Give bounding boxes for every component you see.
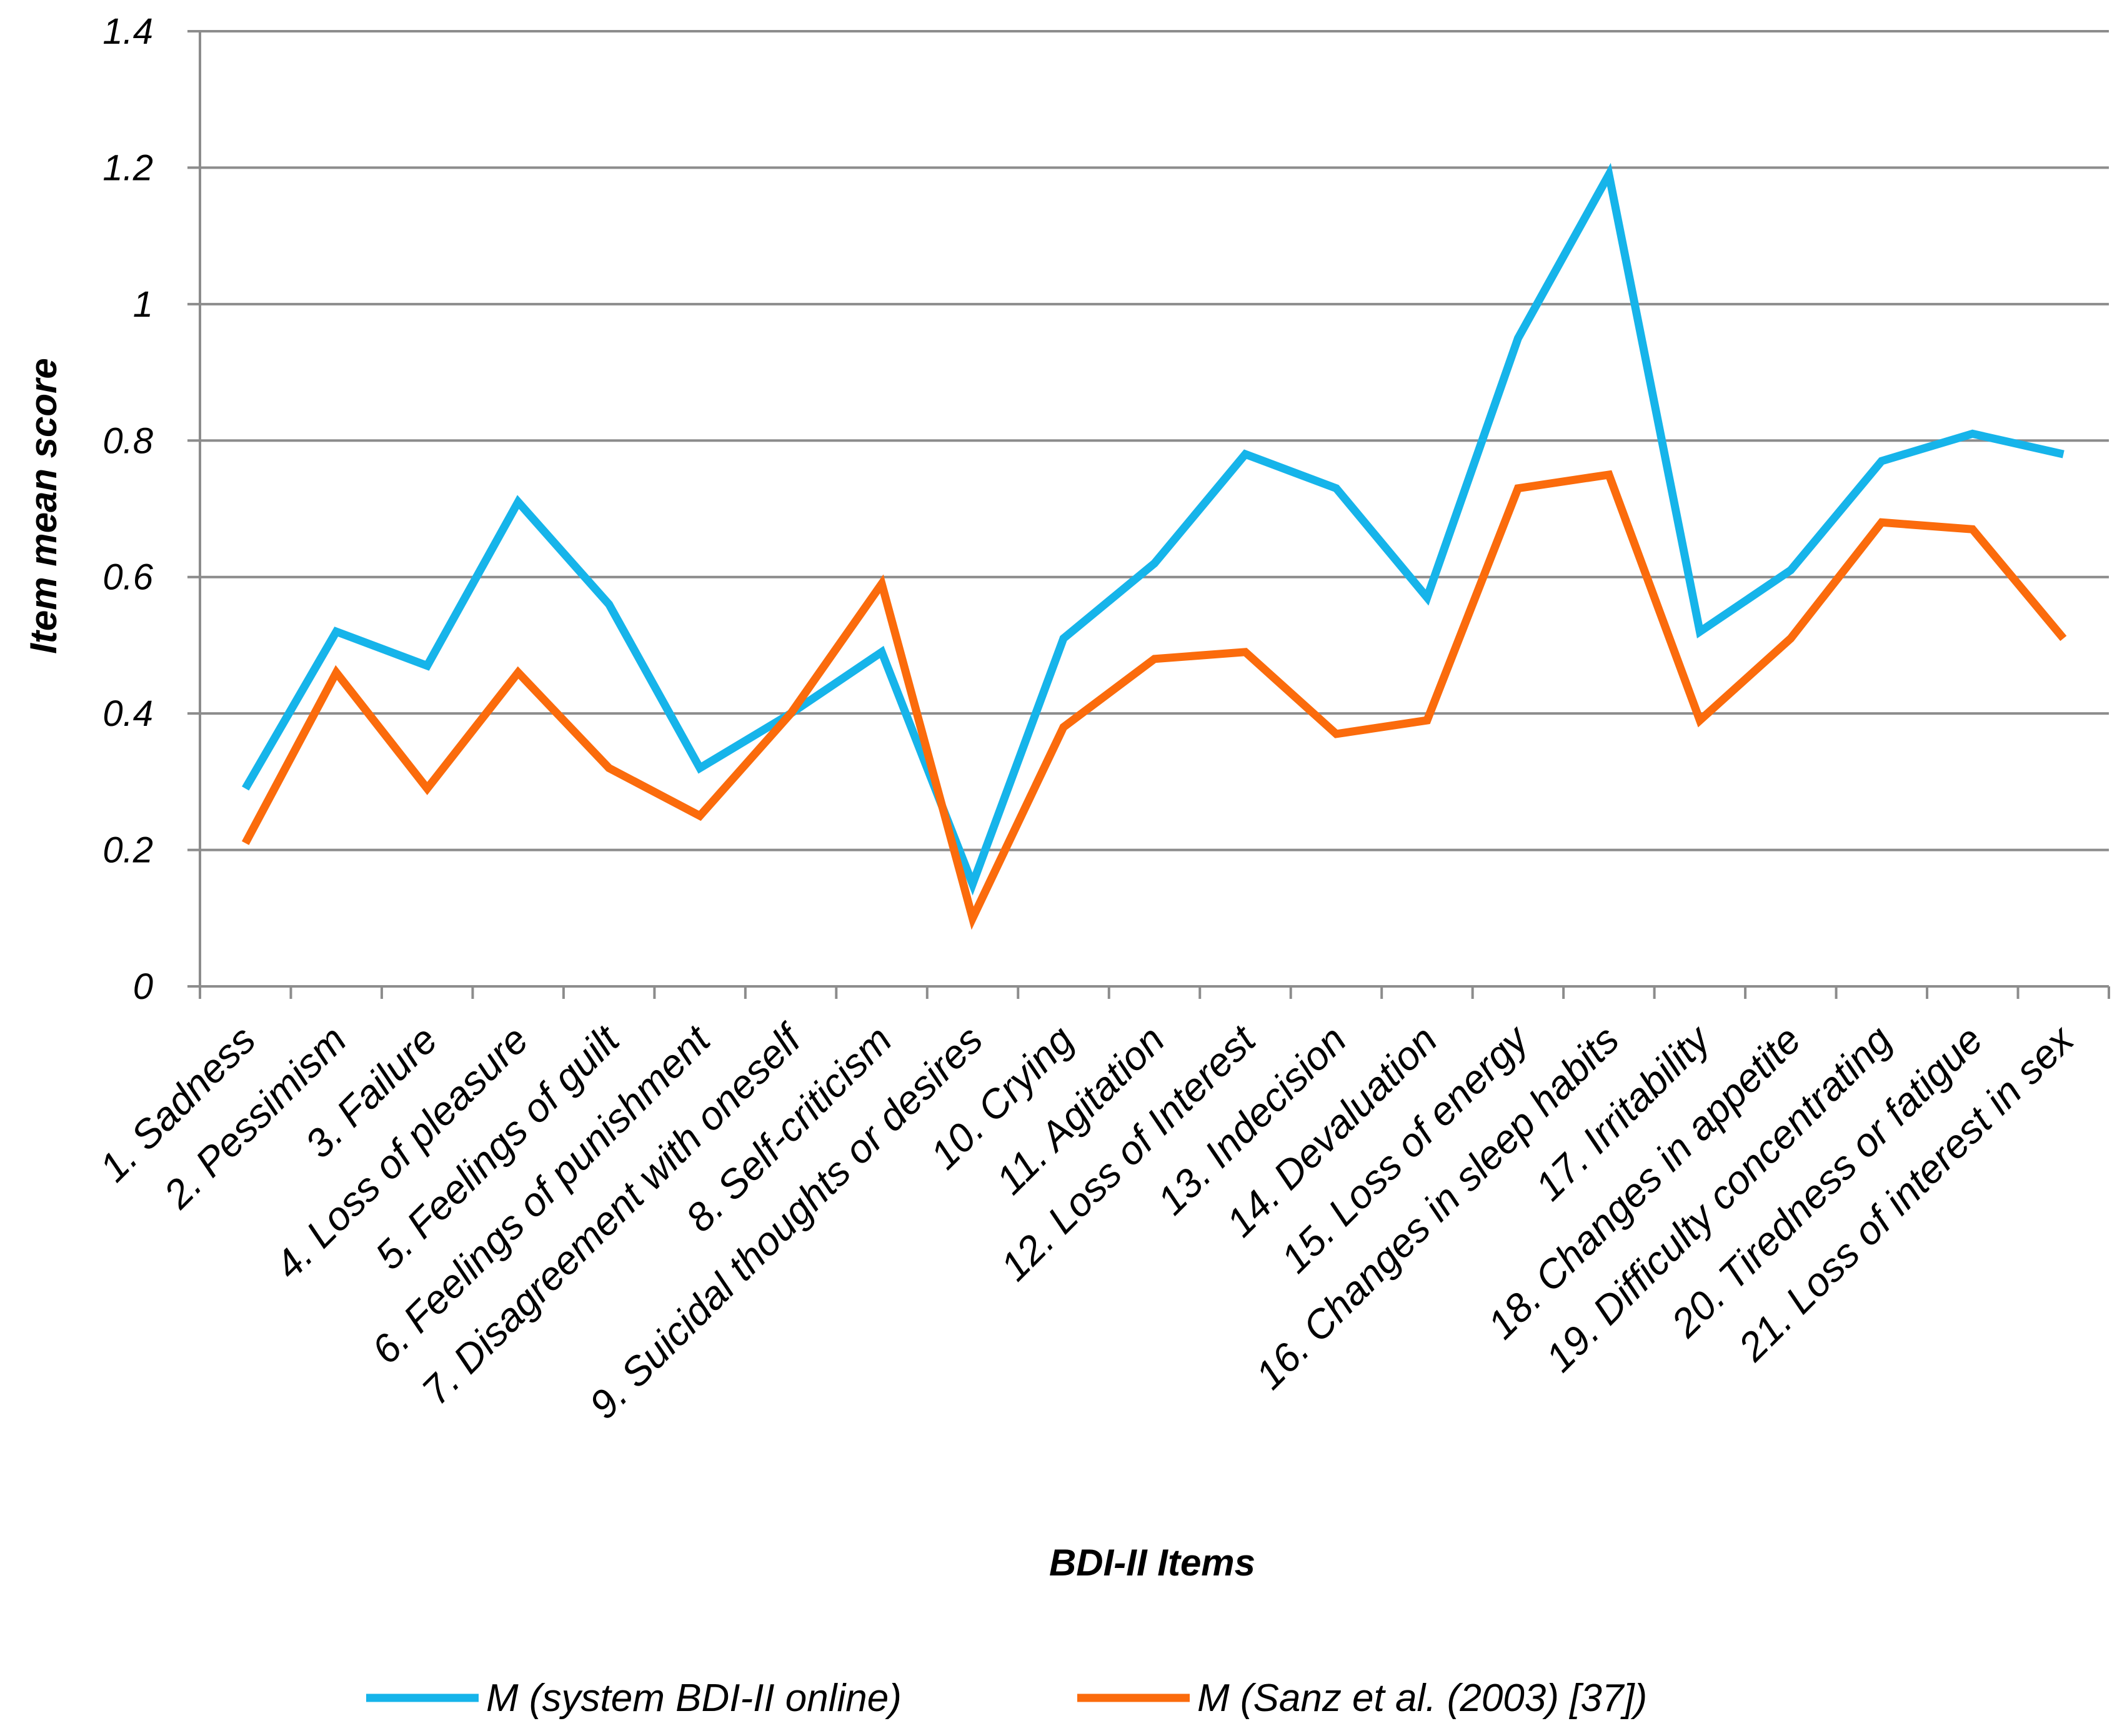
data-point (699, 768, 700, 769)
y-tick-label: 0.6 (102, 557, 153, 598)
data-point (881, 652, 882, 653)
axes (187, 30, 2110, 999)
y-tick-label: 0 (133, 966, 153, 1007)
data-point (1335, 733, 1337, 735)
data-point (1063, 727, 1064, 728)
data-point (1790, 638, 1791, 639)
data-point (1608, 174, 1610, 175)
data-point (517, 672, 519, 673)
data-point (972, 883, 974, 885)
data-point (881, 583, 882, 585)
data-point (1881, 460, 1882, 462)
x-axis-title: BDI-II Items (1049, 1542, 1255, 1584)
data-point (517, 502, 519, 503)
legend: M (system BDI-II online) M (Sanz et al. … (366, 1677, 1647, 1720)
y-tick-labels: 0 0.2 0.4 0.6 0.8 1 1.2 1.4 (102, 11, 153, 1007)
y-axis-title: Item mean score (22, 358, 64, 654)
data-point (1517, 488, 1518, 489)
series-line-2 (241, 470, 2067, 930)
data-point (1517, 337, 1518, 339)
data-point (1427, 597, 1428, 598)
data-point (1245, 454, 1246, 455)
data-point (790, 713, 792, 714)
y-tick-label: 1 (133, 284, 153, 325)
data-point (1063, 638, 1064, 639)
y-tick-label: 0.4 (102, 693, 153, 734)
data-point (245, 788, 246, 789)
data-point (427, 788, 428, 789)
y-tick-label: 1.2 (102, 147, 153, 188)
data-point (1154, 563, 1155, 564)
data-point (2063, 638, 2064, 639)
series-line-1 (242, 162, 2065, 896)
data-point (1245, 652, 1246, 653)
data-point (1608, 474, 1610, 475)
data-point (1335, 488, 1337, 489)
data-point (1972, 433, 1973, 434)
data-point (609, 768, 610, 769)
data-point (1699, 720, 1700, 721)
y-tick-label: 0.8 (102, 420, 153, 461)
data-point (699, 815, 700, 816)
gridlines (200, 30, 2109, 851)
data-point (609, 603, 610, 605)
data-point (245, 843, 246, 844)
legend-label-series-1: M (system BDI-II online) (486, 1677, 902, 1720)
data-point (336, 631, 337, 632)
data-point (1154, 658, 1155, 660)
data-point (1699, 631, 1700, 632)
data-point (1972, 528, 1973, 530)
data-point (2063, 454, 2064, 455)
y-tick-label: 0.2 (102, 830, 153, 871)
data-point (1881, 522, 1882, 523)
data-point (1790, 570, 1791, 571)
legend-label-series-2: M (Sanz et al. (2003) [37]) (1197, 1677, 1647, 1720)
series-lines (241, 162, 2067, 930)
data-point (427, 665, 428, 667)
data-point (336, 672, 337, 673)
data-point (972, 918, 974, 919)
data-point (1427, 720, 1428, 721)
y-tick-label: 1.4 (102, 11, 153, 52)
